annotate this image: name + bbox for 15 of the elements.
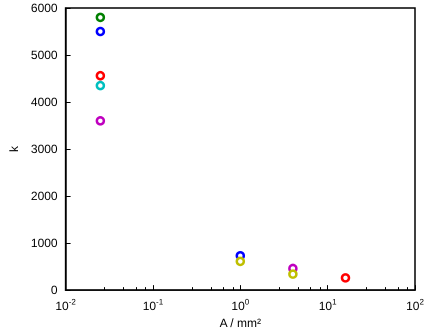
y-tick-label: 1000 [30, 236, 58, 250]
point [96, 26, 106, 36]
y-tick-label: 6000 [30, 1, 58, 15]
point [288, 269, 298, 279]
y-axis-title: k [7, 145, 21, 152]
point [96, 116, 106, 126]
point [96, 80, 106, 90]
y-tick-label: 4000 [30, 95, 58, 110]
y-tick-label: 3000 [30, 142, 58, 156]
y-tick-label: 5000 [30, 48, 58, 62]
point [96, 12, 106, 22]
point [96, 70, 106, 80]
y-tick-label: 2000 [30, 189, 58, 204]
y-tick-label: 0 [50, 283, 58, 298]
x-axis-title: A / mm² [220, 316, 261, 330]
